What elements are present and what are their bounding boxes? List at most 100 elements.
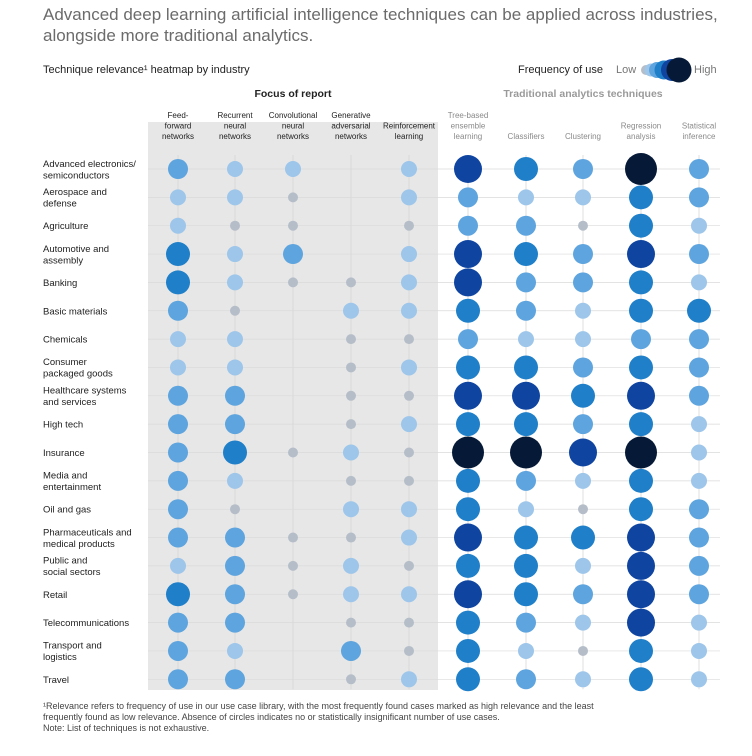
heat-circle	[456, 497, 480, 522]
heat-circle	[401, 161, 417, 177]
heat-circle	[168, 640, 188, 661]
heat-circle	[404, 475, 414, 486]
chart-subtitle: Technique relevance¹ heatmap by industry	[43, 64, 250, 76]
heat-circle	[230, 504, 240, 515]
heat-circle	[343, 444, 359, 461]
headline-line: Advanced deep learning artificial intell…	[43, 5, 718, 24]
heat-circle	[691, 614, 707, 631]
heat-circle	[571, 525, 595, 550]
heat-circle	[456, 610, 480, 635]
heat-circle	[401, 359, 417, 376]
heat-circle	[691, 472, 707, 489]
heat-circle	[516, 300, 536, 321]
heat-circle	[689, 527, 709, 548]
heat-circle	[687, 298, 711, 323]
heat-circle	[454, 580, 482, 609]
industry-label: Basic materials	[43, 306, 108, 317]
heat-circle	[170, 189, 186, 206]
legend-circle	[666, 57, 692, 83]
heat-circle	[514, 242, 538, 267]
heat-circle	[689, 357, 709, 378]
heat-circle	[168, 470, 188, 491]
industry-label: Aerospace and defense	[43, 187, 107, 210]
industry-label: Transport and logistics	[43, 641, 102, 664]
heat-circle	[343, 586, 359, 603]
heat-circle	[691, 671, 707, 688]
heat-circle	[629, 638, 653, 663]
industry-label: Chemicals	[43, 335, 88, 346]
heat-circle	[518, 501, 534, 518]
heat-circle	[168, 499, 188, 520]
heat-circle	[225, 584, 245, 605]
heat-circle	[170, 217, 186, 234]
industry-label: Retail	[43, 590, 67, 601]
heat-circle	[343, 501, 359, 518]
heat-circle	[225, 669, 245, 690]
heat-circle	[223, 440, 247, 465]
heat-circle	[346, 334, 356, 345]
heat-circle	[227, 274, 243, 291]
footnote: ¹Relevance refers to frequency of use in…	[43, 701, 683, 734]
heat-circle	[691, 444, 707, 461]
heat-circle	[514, 582, 538, 607]
heat-circle	[225, 555, 245, 576]
heat-circle	[227, 189, 243, 206]
heat-circle	[346, 617, 356, 628]
heat-circle	[578, 504, 588, 515]
heat-circle	[629, 412, 653, 437]
heat-circle	[343, 302, 359, 319]
heat-circle	[514, 355, 538, 380]
heat-circle	[456, 553, 480, 578]
group-label: Traditional analytics techniques	[503, 88, 662, 100]
heat-circle	[401, 529, 417, 546]
heat-circle	[575, 331, 591, 348]
heat-circle	[514, 525, 538, 550]
heat-circle	[573, 272, 593, 293]
legend-scale	[641, 57, 692, 83]
industry-label: Agriculture	[43, 221, 88, 232]
heat-circle	[571, 383, 595, 408]
heat-circle	[168, 414, 188, 435]
heat-circle	[516, 612, 536, 633]
heat-circle	[170, 557, 186, 574]
heat-circle	[629, 667, 653, 692]
heat-circle	[516, 470, 536, 491]
heat-circle	[230, 305, 240, 316]
heat-circle	[288, 447, 298, 458]
heat-circle	[346, 277, 356, 288]
heat-circle	[346, 475, 356, 486]
heat-circle	[575, 671, 591, 688]
industry-label: Public and social sectors	[43, 556, 101, 579]
heat-circle	[458, 187, 478, 208]
headline: Advanced deep learning artificial intell…	[43, 4, 743, 46]
column-label: Feed-forward networks	[162, 111, 194, 141]
industry-label: Consumer packaged goods	[43, 357, 113, 380]
heat-circle	[225, 612, 245, 633]
heat-circle	[341, 640, 361, 661]
heat-circle	[454, 155, 482, 183]
heat-circle	[168, 669, 188, 690]
industry-label: Travel	[43, 675, 69, 686]
heat-circle	[401, 302, 417, 319]
heat-circle	[401, 189, 417, 206]
heat-circle	[518, 642, 534, 659]
heat-circle	[689, 555, 709, 576]
industry-label: Oil and gas	[43, 505, 91, 516]
heat-circle	[404, 220, 414, 231]
heat-circle	[691, 642, 707, 659]
heat-circle	[578, 220, 588, 231]
heat-circle	[458, 215, 478, 236]
heat-circle	[288, 192, 298, 203]
heat-circle	[288, 560, 298, 571]
heat-circle	[168, 300, 188, 321]
industry-label: Media and entertainment	[43, 471, 101, 494]
heat-circle	[689, 499, 709, 520]
heat-circle	[288, 589, 298, 600]
heat-circle	[404, 560, 414, 571]
legend-title: Frequency of use	[518, 64, 603, 76]
heat-circle	[627, 381, 655, 410]
heat-circle	[569, 438, 597, 467]
heat-circle	[573, 244, 593, 265]
heat-circle	[691, 274, 707, 291]
heat-circle	[168, 442, 188, 463]
